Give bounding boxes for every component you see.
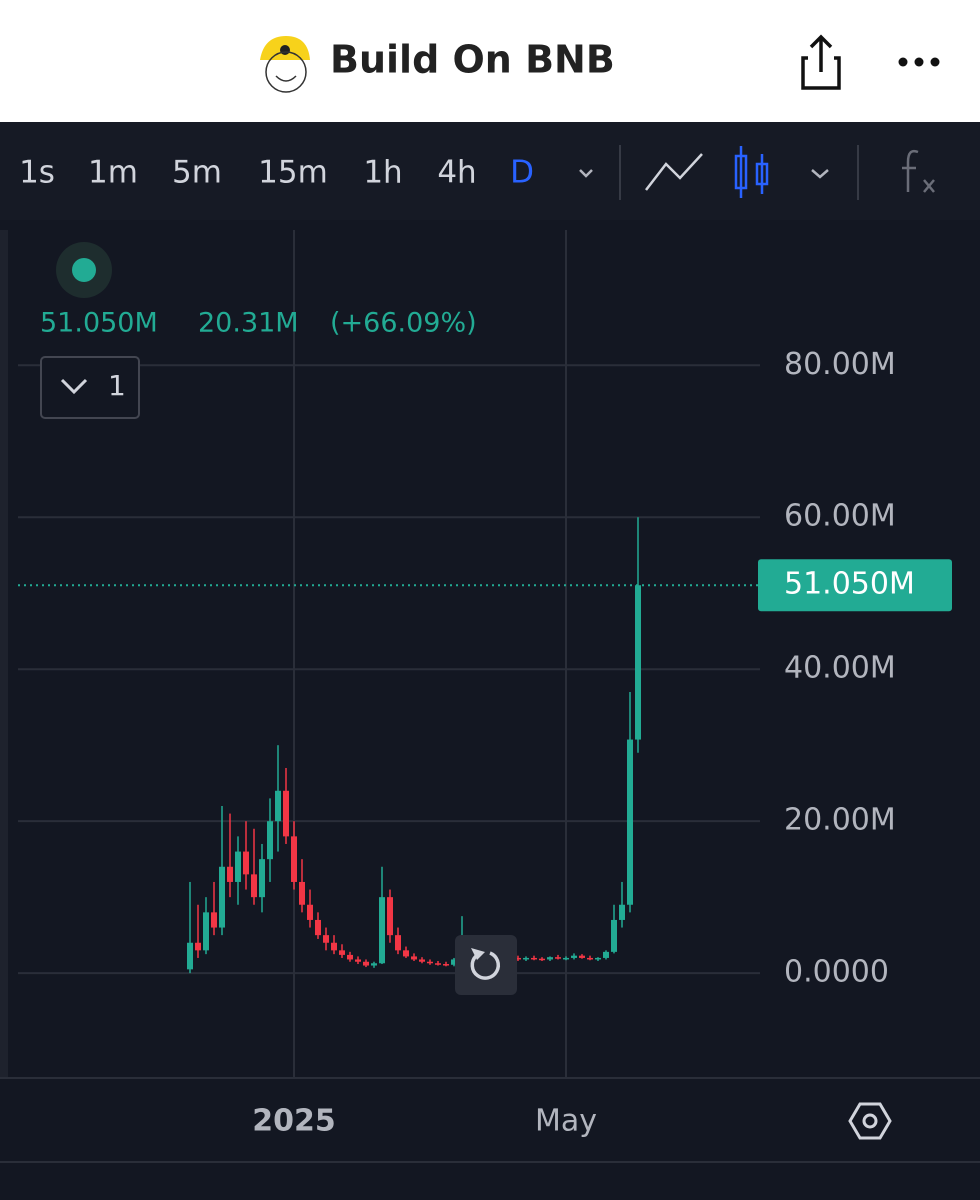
last-price-tag [758, 559, 952, 612]
candle-body [299, 881, 305, 905]
interval-button[interactable]: 1s [19, 155, 55, 191]
y-tick-label: 40.00M [784, 651, 896, 686]
candle-style-button[interactable] [734, 146, 769, 198]
candle-body [523, 957, 529, 960]
candle-body [619, 904, 625, 920]
line-style-button[interactable] [645, 153, 703, 191]
candle-body [443, 964, 449, 966]
y-tick-label: 60.00M [784, 499, 896, 534]
interval-button[interactable]: 1h [363, 155, 402, 191]
x-tick-label: May [535, 1104, 597, 1139]
left-edge [0, 230, 8, 1078]
candle-body [187, 942, 193, 970]
candle-body [331, 942, 337, 951]
candle-body [603, 951, 609, 958]
candle-body [427, 961, 433, 964]
candle-body [283, 790, 289, 837]
app-title: Build On BNB [330, 38, 615, 82]
candle-body [435, 963, 441, 965]
candle-body [275, 790, 281, 822]
interval-dropdown[interactable] [579, 169, 593, 178]
candle-body [579, 955, 585, 958]
candle-body [587, 957, 593, 960]
toolbar [0, 122, 980, 220]
candle-body [555, 957, 561, 959]
interval-button[interactable]: 15m [258, 155, 328, 191]
settings-button[interactable] [848, 1102, 892, 1140]
candle-body [243, 851, 249, 875]
candle-body [379, 897, 385, 964]
header-bar [0, 0, 980, 122]
x-tick-label: 2025 [252, 1104, 336, 1139]
collapse-button[interactable]: 1 [40, 356, 140, 419]
candle-body [411, 956, 417, 960]
candle-body [371, 963, 377, 966]
interval-button[interactable]: 1m [88, 155, 138, 191]
price-change: 20.31M [198, 308, 299, 339]
candle-body [403, 950, 409, 957]
candle-body [259, 859, 265, 898]
interval-button[interactable]: 4h [437, 155, 476, 191]
candle-body [235, 851, 241, 882]
style-dropdown[interactable] [811, 169, 829, 179]
candle-body [515, 957, 521, 960]
interval-button[interactable]: 5m [172, 155, 222, 191]
candle-body [531, 957, 537, 960]
candle-body [219, 866, 225, 928]
reset-button[interactable] [455, 935, 517, 995]
share-button[interactable] [801, 34, 841, 90]
chart-panel [0, 220, 980, 1200]
interval-button[interactable]: D [510, 155, 534, 191]
candle-body [635, 585, 641, 740]
candle-body [323, 935, 329, 943]
y-tick-label: 0.0000 [784, 955, 889, 990]
pane-count: 1 [108, 369, 126, 402]
candle-body [611, 919, 617, 952]
candle-body [363, 961, 369, 966]
candle-body [211, 912, 217, 928]
last-price-label: 51.050M [784, 567, 915, 602]
candle-body [595, 957, 601, 960]
candle-body [563, 957, 569, 960]
candle-body [347, 954, 353, 960]
candle-body [387, 897, 393, 936]
candle-body [627, 739, 633, 905]
candle-body [203, 912, 209, 951]
candle-body [267, 821, 273, 860]
candle-body [419, 959, 425, 962]
candle-body [227, 866, 233, 882]
candle-body [315, 919, 321, 936]
more-button[interactable] [898, 57, 940, 67]
candle-body [451, 959, 457, 965]
candle-body [395, 935, 401, 951]
legend: 51.050M 20.31M (+66.09%) [40, 242, 477, 339]
candle-body [251, 874, 257, 898]
candle-body [195, 942, 201, 951]
candle-body [307, 904, 313, 920]
candle-body [539, 958, 545, 961]
last-price: 51.050M [40, 308, 158, 339]
y-tick-label: 80.00M [784, 347, 896, 382]
candle-body [355, 959, 361, 962]
y-tick-label: 20.00M [784, 803, 896, 838]
app-logo [253, 31, 315, 93]
candle-body [291, 836, 297, 882]
candle-body [339, 950, 345, 955]
indicator-button[interactable] [902, 149, 935, 193]
price-change-percent: (+66.09%) [330, 308, 477, 339]
candle-body [571, 955, 577, 958]
candle-body [547, 957, 553, 960]
